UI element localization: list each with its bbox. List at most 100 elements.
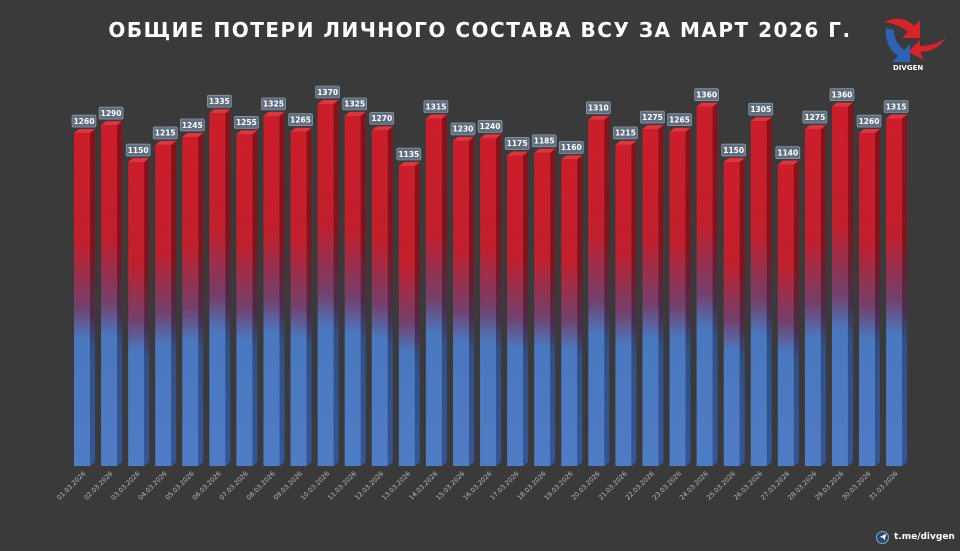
data-label-box [98,106,124,120]
data-label: 1325 [263,100,284,109]
bar-top [101,121,123,126]
data-label-box [477,119,503,133]
bar [588,119,605,467]
data-label: 1290 [101,109,122,118]
data-label-box [179,118,205,132]
data-label-box [234,116,259,129]
data-label-box [558,141,584,154]
bar-side [875,129,881,466]
data-label: 1215 [615,129,636,138]
data-label-box [694,88,719,101]
bar-top [561,155,583,160]
data-label: 1215 [155,129,176,138]
bar [480,138,497,467]
data-label-box [315,85,340,99]
bar-top [209,109,231,114]
chart-title: ОБЩИЕ ПОТЕРИ ЛИЧНОГО СОСТАВА ВСУ ЗА МАРТ… [108,18,852,42]
bar [128,162,145,467]
bar-side [820,125,826,466]
bar-top [777,160,799,165]
bar-side [685,127,691,467]
data-label-box [856,114,882,128]
bar-side [252,130,258,466]
data-label: 1255 [236,118,257,127]
data-label-box [152,126,178,140]
data-label-box [721,143,746,157]
bar [615,144,632,466]
bar-top [696,102,718,107]
bar [182,136,199,466]
bar-top [534,148,556,153]
data-label: 1230 [453,125,474,134]
data-label: 1310 [588,104,609,113]
data-label: 1265 [290,116,311,125]
bar-top [723,158,745,163]
bar-top [588,115,610,120]
bar [209,113,226,466]
bar [101,125,118,466]
x-tick-label: 31.03.2026 [868,470,900,502]
data-label-box [369,112,395,125]
bar [290,131,307,466]
data-label: 1140 [777,148,798,157]
bar-side [577,155,583,467]
bar-top [425,114,447,119]
bar [804,129,821,466]
bar-top [480,134,502,139]
data-label-box [261,97,286,111]
bar [507,155,524,466]
bar [263,115,280,466]
bar [642,129,659,466]
bar [74,133,90,466]
bar-side [414,162,420,466]
bar-side [171,140,177,466]
footer-channel[interactable]: t.me/divgen [876,529,955,545]
data-label-box [504,137,530,150]
bar-top [750,117,772,122]
bar-top [128,158,150,163]
bar [236,134,253,466]
bar-side [468,136,474,467]
bar [859,133,876,466]
data-label: 1315 [886,102,907,111]
bar-side [90,129,95,466]
bar-top [263,111,285,116]
data-label-box [667,113,692,127]
data-label-box [640,110,665,124]
bar [398,166,415,466]
data-label-box [342,97,368,111]
data-label: 1360 [832,90,853,99]
bar-side [387,126,393,466]
bar [886,118,903,467]
bar-top [182,132,204,137]
bar-side [766,117,772,467]
bar [317,104,334,466]
data-label-box [71,114,97,128]
bar [344,115,361,466]
bar-top [669,127,691,132]
bar-side [847,102,853,466]
data-label: 1175 [507,139,528,148]
data-label: 1265 [669,116,690,125]
data-label-box [423,100,449,113]
bar [452,140,469,467]
bar-top [317,100,339,104]
bar-side [333,100,339,466]
data-label: 1150 [723,146,744,155]
data-label: 1275 [804,113,825,122]
bar [777,164,794,466]
data-label: 1360 [696,90,717,99]
bar-side [712,102,718,466]
data-label: 1260 [859,117,880,126]
bar-side [793,160,799,466]
data-label: 1185 [534,137,555,146]
bar-top [398,162,420,166]
bar-side [604,115,610,467]
bar-top [452,136,474,141]
data-label: 1150 [128,146,149,155]
bar-side [658,125,664,466]
bar-top [371,126,393,131]
bar-top [615,140,637,145]
data-label: 1240 [480,122,501,131]
data-label: 1135 [398,150,419,159]
